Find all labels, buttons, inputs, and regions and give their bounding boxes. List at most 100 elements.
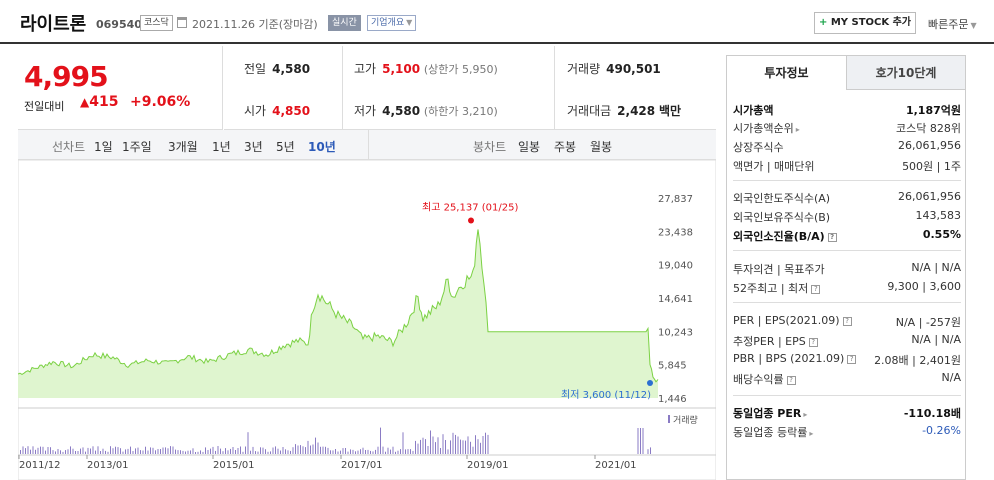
volume-bar (450, 440, 451, 454)
sector-per-row[interactable]: 동일업종 PER ▸ -110.18배 (733, 405, 961, 422)
volume-bar (52, 450, 54, 454)
help-icon[interactable]: ? (847, 355, 857, 364)
volume-bar (50, 447, 51, 454)
period-3m[interactable]: 3개월 (168, 140, 198, 154)
period-1y[interactable]: 1년 (212, 140, 231, 154)
period-5y[interactable]: 5년 (276, 140, 295, 154)
upper-limit: (상한가 5,950) (423, 63, 498, 76)
volume-bar (430, 430, 431, 454)
low-value: 4,580 (382, 104, 421, 118)
price-summary: 4,995 전일대비 ▲415 +9.06% (18, 46, 223, 130)
volume-bar (362, 447, 364, 454)
volume-bar (397, 450, 399, 454)
x-tick-label: 2017/01 (341, 460, 383, 471)
volume: 거래량 490,501 (567, 60, 661, 77)
market-badge: 코스닥 (140, 15, 173, 31)
divider (733, 250, 961, 251)
volume-bar (35, 449, 36, 454)
period-1d[interactable]: 1일 (94, 140, 113, 154)
volume-bar (442, 434, 444, 454)
volume-bar (182, 450, 184, 454)
price-chart[interactable]: 27,837 23,438 19,040 14,641 10,243 5,845 1,446… (18, 160, 716, 480)
face-label: 액면가 | 매매단위 (733, 160, 815, 173)
volume-bar (280, 450, 281, 454)
volume-bar (365, 450, 366, 454)
volume-bar (145, 446, 146, 454)
volume-bar (390, 449, 391, 454)
volume-bar (457, 436, 459, 454)
quick-order-button[interactable]: 빠른주문 ▼ (928, 16, 977, 32)
volume-bar (295, 444, 296, 454)
volume-bar (480, 442, 481, 454)
dividend-row: 배당수익률? N/A (733, 371, 961, 388)
period-1w[interactable]: 1주일 (122, 140, 152, 154)
volume-bar (237, 448, 239, 454)
volume-bar (175, 449, 176, 454)
volume-bar (412, 450, 414, 454)
volume-bar (455, 434, 456, 454)
cap-rank-value: 코스닥 828위 (896, 122, 961, 135)
sector-change-row[interactable]: 동일업종 등락률 ▸ -0.26% (733, 424, 961, 441)
period-10y[interactable]: 10년 (308, 140, 336, 154)
volume-bar (327, 447, 329, 454)
candle-daily[interactable]: 일봉 (518, 140, 541, 154)
week52-label: 52주최고 | 최저? (733, 280, 821, 296)
realtime-button[interactable]: 실시간 (328, 15, 361, 31)
volume-bar (130, 446, 131, 454)
volume-value: 490,501 (606, 62, 661, 76)
volume-bar (425, 439, 426, 454)
help-icon[interactable]: ? (827, 233, 837, 242)
y-tick-label: 23,438 (658, 227, 693, 238)
add-my-stock-button[interactable]: + MY STOCK 추가 (814, 12, 916, 34)
volume-bar (67, 449, 69, 454)
volume-bar (410, 449, 411, 454)
volume-bar (140, 450, 141, 454)
price-area-fill (18, 229, 658, 398)
company-overview-dropdown[interactable]: 기업개요 ▼ (367, 15, 417, 31)
volume-bar (267, 451, 269, 454)
tab-orderbook-10[interactable]: 호가10단계 (846, 56, 965, 90)
cap-rank-row[interactable]: 시가총액순위 ▸ 코스닥 828위 (733, 120, 961, 137)
info-tabs: 투자정보 호가10단계 (727, 56, 965, 90)
amount-unit: 백만 (658, 104, 682, 118)
price-line (18, 229, 659, 383)
volume-bar (467, 436, 469, 454)
candle-weekly[interactable]: 주봉 (554, 140, 577, 154)
up-triangle-icon: ▲ (80, 95, 90, 109)
volume-bar (335, 449, 336, 454)
opinion-row: 투자의견 | 목표주가 N/A | N/A (733, 261, 961, 278)
help-icon[interactable]: ? (808, 338, 818, 347)
volume-bar (487, 434, 489, 454)
high-label: 고가 (354, 62, 377, 76)
volume-bar (225, 448, 226, 454)
volume-bar (477, 439, 479, 454)
volume-bar (215, 450, 216, 454)
foreign-hold-label: 외국인보유주식수(B) (733, 211, 831, 224)
tab-investment-info[interactable]: 투자정보 (727, 56, 846, 90)
volume-bar (172, 446, 174, 454)
min-price-label: 최저 3,600 (11/12) (561, 389, 651, 401)
pbr-value: 2.08배 | 2,401원 (874, 354, 961, 367)
foreign-limit-value: 26,061,956 (898, 190, 961, 203)
help-icon[interactable]: ? (842, 317, 852, 326)
stock-code: 069540 (96, 18, 142, 31)
volume-bar (107, 451, 109, 454)
help-icon[interactable]: ? (811, 285, 821, 294)
volume-bar (372, 451, 374, 454)
volume-bar (250, 450, 251, 454)
market-cap-label: 시가총액 (733, 104, 774, 117)
foreign-limit-label: 외국인한도주식수(A) (733, 192, 831, 205)
candle-monthly[interactable]: 월봉 (590, 140, 613, 154)
volume-bar (152, 447, 154, 454)
volume-bar (345, 448, 346, 454)
period-3y[interactable]: 3년 (244, 140, 263, 154)
y-tick-label: 5,845 (658, 361, 687, 372)
prev-close-value: 4,580 (272, 62, 311, 76)
volume-bar (475, 435, 476, 454)
volume-bar (290, 450, 291, 454)
market-cap-value: 1,187억원 (905, 104, 961, 117)
volume-bar (292, 447, 294, 454)
volume-bar (157, 449, 159, 454)
y-tick-label: 19,040 (658, 261, 693, 272)
help-icon[interactable]: ? (786, 376, 796, 385)
